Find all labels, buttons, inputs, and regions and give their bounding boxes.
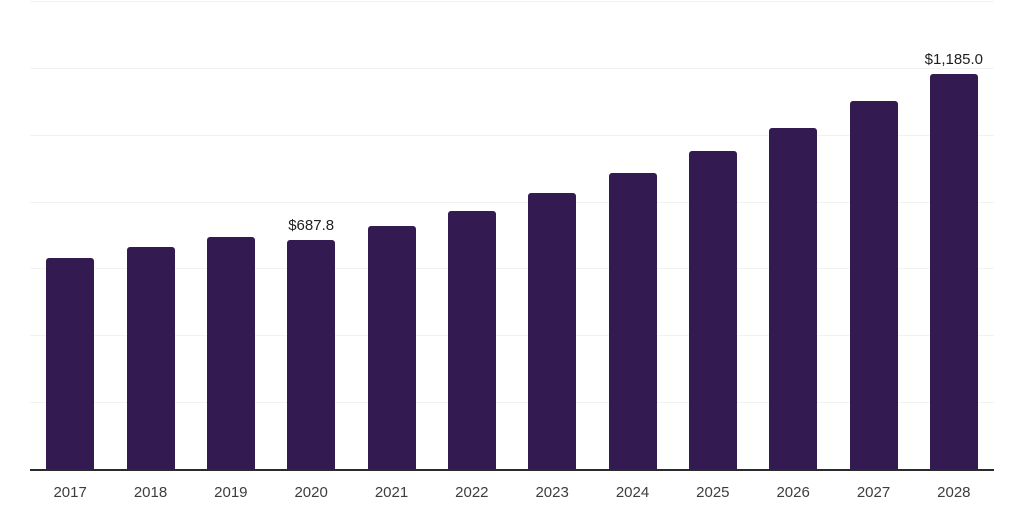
gridline-200	[30, 402, 994, 404]
gridline-1200	[30, 67, 994, 69]
x-tick-label-2017: 2017	[53, 484, 87, 501]
gridline-1400	[30, 1, 994, 2]
x-axis-line	[30, 469, 994, 471]
gridline-400	[30, 335, 994, 337]
bar-2021	[367, 225, 416, 470]
x-axis-tick-labels: 2017 2018 2019 2020 2021 2022 2023 2024 2025 2026…	[30, 484, 994, 504]
bar-2025	[688, 151, 737, 470]
bar-2023	[528, 192, 577, 470]
bar-value-label-2020: $687.8	[288, 217, 335, 235]
x-tick-label-2019: 2019	[214, 484, 248, 501]
x-tick-label-2025: 2025	[696, 484, 730, 501]
bar-2024	[608, 172, 657, 470]
gridline-1000	[30, 134, 994, 136]
x-tick-label-2027: 2027	[856, 484, 891, 501]
gridline-800	[30, 201, 994, 203]
bar-2017	[46, 257, 95, 470]
bar-value-label-2028: $1,185.0	[924, 50, 984, 68]
gridline-600	[30, 268, 994, 270]
x-tick-label-2023: 2023	[535, 484, 569, 501]
bar-2026	[769, 128, 818, 470]
bar-2020	[287, 240, 336, 470]
plot-area: $687.8 $1,185.0	[30, 1, 994, 471]
x-tick-label-2021: 2021	[374, 484, 409, 501]
x-tick-label-2026: 2026	[776, 484, 810, 501]
x-tick-label-2018: 2018	[133, 484, 168, 501]
x-tick-label-2028: 2028	[937, 484, 971, 501]
bar-2028	[929, 73, 978, 470]
x-tick-label-2020: 2020	[294, 484, 328, 501]
bar-2019	[206, 236, 255, 470]
x-tick-label-2024: 2024	[615, 484, 650, 501]
bar-2027	[849, 100, 898, 470]
bar-2018	[126, 247, 175, 470]
bar-2022	[447, 210, 496, 470]
x-tick-label-2022: 2022	[455, 484, 489, 501]
